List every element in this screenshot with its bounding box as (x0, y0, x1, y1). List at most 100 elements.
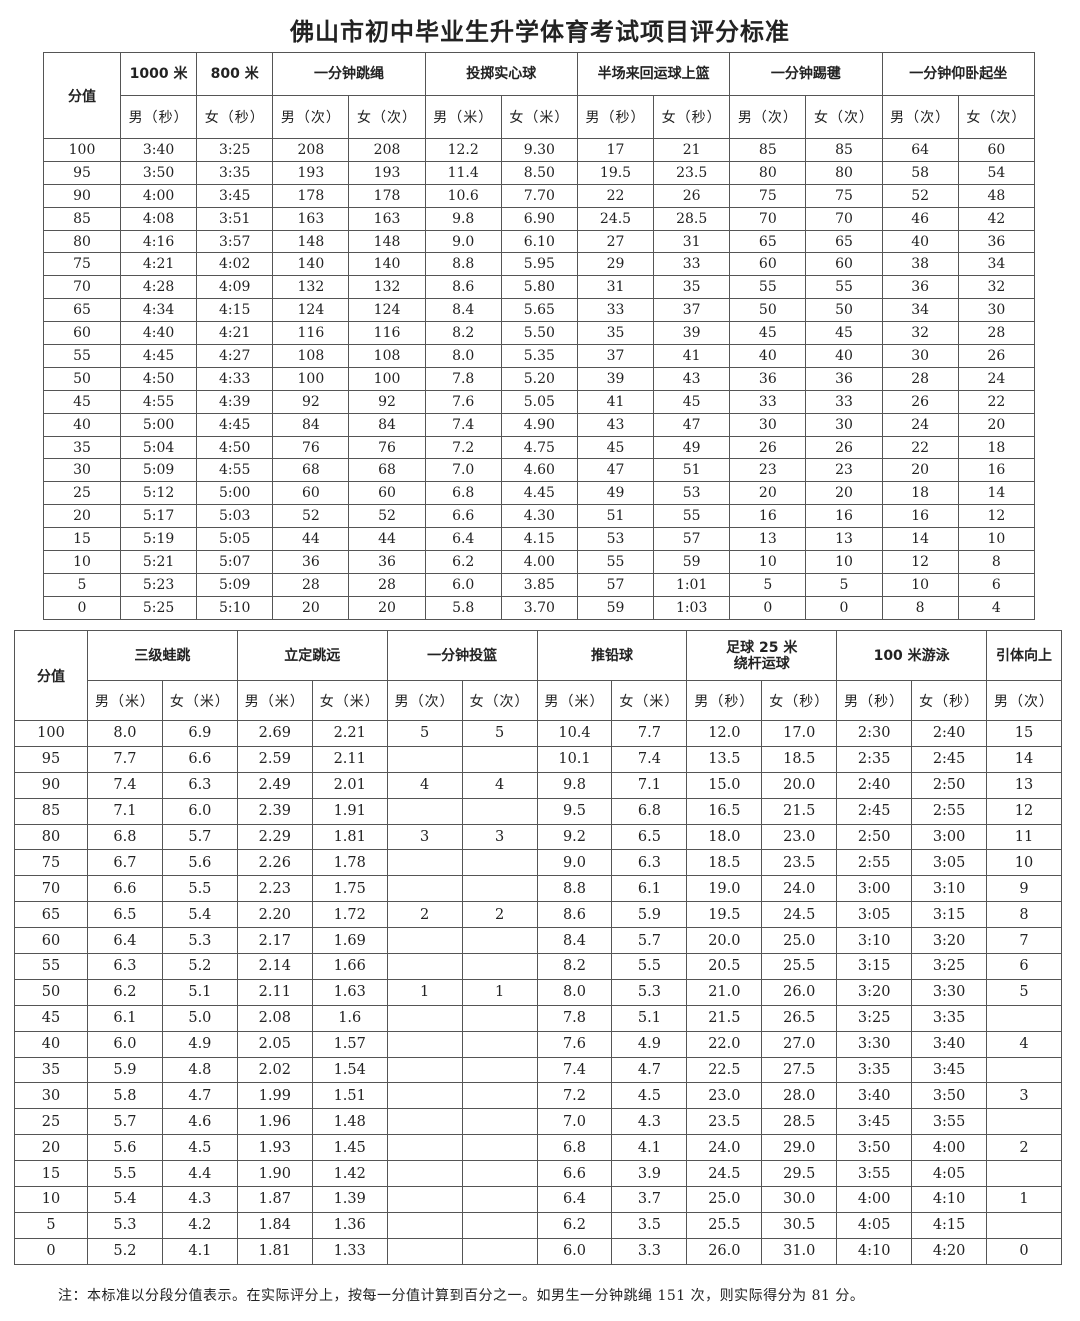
value-cell: 3.70 (500, 595, 578, 620)
value-cell: 59 (653, 550, 731, 574)
value-cell: 4:21 (119, 252, 198, 277)
value-cell: 29.5 (761, 1160, 838, 1188)
score-cell: 80 (14, 823, 88, 851)
value-cell: 5 (386, 720, 463, 747)
value-cell: 5 (729, 572, 807, 597)
value-cell: 4.00 (500, 550, 578, 574)
value-cell: 5.6 (87, 1134, 163, 1162)
value-cell: 5.3 (161, 927, 238, 955)
unit-header: 男（米） (536, 680, 613, 721)
value-cell: 20 (805, 481, 883, 506)
subheader-row: 男（秒） 女（秒） 男（次） 女（次） 男（米） 女（米） 男（秒） 女（秒） 男（次） 女（次）… (44, 95, 1036, 139)
value-cell: 20 (348, 595, 426, 620)
score-cell: 35 (43, 435, 121, 460)
value-cell: 22 (881, 435, 959, 460)
value-cell (986, 1004, 1062, 1032)
value-cell: 132 (348, 275, 426, 300)
scoring-table-2: 分值 三级蛙跳 立定跳远 一分钟投篮 推铅球 足球 25 米 绕杆运球 100 米游泳 引体向… (14, 630, 1062, 1265)
table-row: 45 6.1 5.0 2.08 1.6 7.8 5.1 21.5 26.5 3:25 3:35 (14, 1004, 1062, 1032)
value-cell: 5:21 (119, 550, 198, 574)
value-cell: 12.2 (424, 138, 502, 162)
value-cell: 2:35 (836, 745, 913, 773)
value-cell: 5.80 (500, 275, 578, 300)
value-cell: 8.50 (500, 160, 578, 185)
score-cell: 40 (14, 1030, 88, 1058)
value-cell: 55 (653, 504, 731, 529)
value-cell: 43 (653, 366, 731, 391)
value-cell: 23.5 (686, 1108, 763, 1136)
value-cell: 20.0 (686, 927, 763, 955)
value-cell: 2.20 (236, 901, 313, 929)
value-cell: 50 (729, 298, 807, 323)
value-cell: 100 (272, 366, 350, 391)
score-cell: 45 (14, 1004, 88, 1032)
score-cell: 70 (14, 875, 88, 903)
value-cell: 50 (805, 298, 883, 323)
value-cell: 55 (576, 550, 655, 574)
value-cell: 3:55 (911, 1108, 988, 1136)
value-cell: 21.0 (686, 978, 763, 1006)
value-cell: 5.2 (161, 953, 238, 980)
value-cell: 28.5 (653, 206, 731, 231)
scoring-table-1: 分值 1000 米 800 米一分钟跳绳 投掷实心球 半场来回运球上篮 一分钟踢毽 一分钟仰… (43, 52, 1036, 620)
score-cell: 95 (43, 160, 121, 185)
value-cell: 6.3 (611, 849, 688, 877)
value-cell: 1.72 (311, 901, 388, 929)
event-header: 推铅球 (536, 630, 688, 681)
value-cell: 3:50 (836, 1134, 913, 1162)
value-cell: 5 (986, 978, 1062, 1006)
value-cell: 5:10 (196, 595, 274, 620)
event-header: 1000 米 (119, 52, 198, 96)
value-cell: 8.4 (424, 298, 502, 323)
value-cell: 2.14 (236, 953, 313, 980)
value-cell: 28.5 (761, 1108, 838, 1136)
value-cell: 193 (348, 160, 426, 185)
table-row: 40 5:00 4:45 84 84 7.4 4.90 43 47 30 30 24 20 (43, 412, 1036, 437)
value-cell: 27 (576, 229, 655, 254)
value-cell: 108 (348, 344, 426, 368)
score-cell: 50 (14, 978, 88, 1006)
score-cell: 25 (14, 1108, 88, 1136)
value-cell: 2:40 (911, 720, 988, 747)
value-cell: 124 (348, 298, 426, 323)
unit-header: 女（秒） (653, 95, 731, 139)
value-cell: 3:25 (911, 953, 988, 980)
value-cell: 41 (653, 344, 731, 368)
value-cell: 148 (272, 229, 350, 254)
table-row: 75 4:21 4:02 140 140 8.8 5.95 29 33 60 60 38 34 (43, 252, 1036, 277)
unit-header: 女（秒） (761, 680, 838, 721)
value-cell: 6.0 (161, 797, 238, 825)
value-cell: 2:45 (836, 797, 913, 825)
value-cell: 4.7 (161, 1082, 238, 1110)
value-cell: 6.2 (424, 550, 502, 574)
table-row: 70 4:28 4:09 132 132 8.6 5.80 31 35 55 55 36 32 (43, 275, 1036, 300)
event-header: 足球 25 米 绕杆运球 (686, 630, 838, 681)
unit-header: 男（秒） (119, 95, 198, 139)
score-cell: 30 (14, 1082, 88, 1110)
value-cell: 2 (986, 1134, 1062, 1162)
value-cell: 4.9 (611, 1030, 688, 1058)
value-cell: 1.6 (311, 1004, 388, 1032)
table-row: 20 5.6 4.5 1.93 1.45 6.8 4.1 24.0 29.0 3:50 4:00 2 (14, 1134, 1062, 1162)
value-cell: 10.6 (424, 183, 502, 208)
value-cell: 26 (805, 435, 883, 460)
value-cell: 16 (805, 504, 883, 529)
value-cell: 60 (348, 481, 426, 506)
value-cell: 2.23 (236, 875, 313, 903)
value-cell: 54 (957, 160, 1036, 185)
value-cell: 3 (461, 823, 538, 851)
value-cell: 33 (729, 389, 807, 414)
value-cell: 2.26 (236, 849, 313, 877)
table-row: 75 6.7 5.6 2.26 1.78 9.0 6.3 18.5 23.5 2:55 3:05 10 (14, 849, 1062, 877)
table-row: 10 5.4 4.3 1.87 1.39 6.4 3.7 25.0 30.0 4:00 4:10 1 (14, 1186, 1062, 1213)
score-cell: 45 (43, 389, 121, 414)
value-cell: 12 (957, 504, 1036, 529)
unit-header: 男（次） (881, 95, 959, 139)
unit-header: 女（秒） (196, 95, 274, 139)
score-cell: 15 (14, 1160, 88, 1188)
value-cell: 5.7 (87, 1108, 163, 1136)
score-cell: 55 (43, 344, 121, 368)
value-cell: 9.30 (500, 138, 578, 162)
value-cell: 5.5 (161, 875, 238, 903)
value-cell: 7.2 (536, 1082, 613, 1110)
